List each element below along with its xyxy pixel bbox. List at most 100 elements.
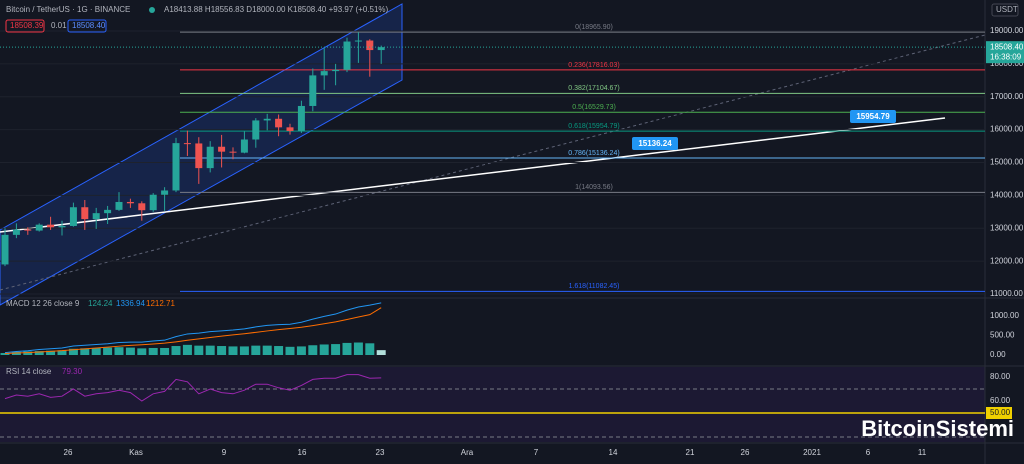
- ohlc: A18413.88 H18556.83 D18000.00 K18508.40 …: [164, 5, 389, 14]
- candle-body: [366, 40, 374, 51]
- candle-body: [297, 105, 305, 131]
- spread: 0.01: [51, 21, 67, 30]
- macd-hist: [285, 346, 295, 355]
- macd-hist: [160, 347, 170, 355]
- candle-body: [69, 207, 77, 226]
- last-price-box: [986, 41, 1024, 64]
- macd-hist: [319, 344, 329, 355]
- candle-body: [172, 143, 180, 191]
- rsi-legend: RSI 14 close: [6, 367, 52, 376]
- candle-body: [24, 229, 32, 231]
- fib-label: 0.618(15954.79): [568, 123, 619, 130]
- macd-hist: [353, 342, 363, 355]
- macd-hist: [91, 347, 101, 355]
- rsi-tick-label: 50.00: [990, 408, 1011, 417]
- macd-hist: [125, 347, 135, 355]
- candle-body: [58, 225, 66, 228]
- macd-hist: [228, 346, 238, 355]
- symbol: Bitcoin / TetherUS · 1G · BINANCE: [6, 5, 130, 14]
- candle-body: [1, 234, 9, 265]
- macd-hist: [239, 346, 249, 355]
- macd-hist: [262, 345, 272, 355]
- fib-label: 0.382(17104.67): [568, 85, 619, 92]
- sell[interactable]: 18508.39: [10, 21, 44, 30]
- macd-hist: [342, 342, 352, 355]
- price-tick-label: 12000.00: [990, 256, 1024, 265]
- rsi-value: 79.30: [62, 367, 83, 376]
- macd-tick-label: 500.00: [990, 331, 1015, 340]
- signal-line: [4, 307, 382, 354]
- macd-line: [4, 302, 382, 354]
- macd-hist: [114, 347, 124, 355]
- candle-body: [229, 151, 237, 153]
- date-label: 16: [298, 448, 307, 457]
- macd-hist: [46, 350, 56, 355]
- macd-tick-label: 1000.00: [990, 311, 1019, 320]
- rsi-line: [4, 374, 382, 402]
- candle-body: [35, 224, 43, 231]
- callout-label: 15954.79: [856, 112, 890, 121]
- candle-body: [92, 213, 100, 220]
- last-price: 18508.40: [990, 42, 1024, 51]
- macd-hist: [23, 351, 33, 355]
- date-label: 9: [222, 448, 227, 457]
- rsi-tick-label: 80.00: [990, 372, 1011, 381]
- candle-body: [354, 40, 362, 42]
- macd-hist: [137, 348, 147, 355]
- price-tick-label: 11000.00: [990, 289, 1023, 298]
- price-tick-label: 14000.00: [990, 191, 1024, 200]
- candle-body: [240, 139, 248, 153]
- macd-hist: [274, 346, 284, 355]
- macd-hist: [194, 345, 204, 355]
- candle-body: [149, 194, 157, 211]
- fib-label: 0.236(17816.03): [568, 62, 619, 69]
- macd-value: 1336.94: [116, 299, 145, 308]
- price-tick-label: 15000.00: [990, 158, 1024, 167]
- candle-body: [81, 207, 89, 220]
- candle-body: [343, 41, 351, 70]
- macd-hist: [376, 350, 386, 355]
- macd-hist: [251, 345, 261, 355]
- candle-body: [47, 224, 55, 228]
- date-label: Kas: [129, 448, 143, 457]
- date-label: 14: [609, 448, 618, 457]
- trend-dashed: [0, 34, 986, 291]
- fib-label: 0.786(15136.24): [568, 150, 619, 157]
- candle-body: [309, 75, 317, 106]
- macd-hist: [182, 344, 192, 355]
- macd-hist: [148, 347, 158, 355]
- candle-body: [12, 229, 20, 235]
- macd-hist: [296, 346, 306, 355]
- macd-hist: [57, 350, 67, 355]
- candle-body: [320, 71, 328, 76]
- macd-hist: [103, 347, 113, 355]
- price-tick-label: 13000.00: [990, 223, 1024, 232]
- candle-body: [275, 118, 283, 128]
- macd-hist: [308, 345, 318, 355]
- trend-line: [0, 117, 946, 233]
- buy-box[interactable]: [67, 19, 107, 33]
- candle-body: [206, 146, 214, 169]
- candle-body: [218, 146, 226, 152]
- candle-body: [286, 127, 294, 131]
- buy[interactable]: 18508.40: [72, 21, 106, 30]
- fib-label: 1.618(11082.45): [569, 283, 620, 290]
- fib-label: 0(18965.90): [575, 24, 613, 31]
- candle-body: [263, 118, 271, 121]
- date-label: Ara: [461, 448, 474, 457]
- price-tick-label: 19000.00: [990, 26, 1024, 35]
- macd-legend: MACD 12 26 close 9: [6, 299, 80, 308]
- currency[interactable]: USDT: [996, 5, 1018, 14]
- date-label: 26: [64, 448, 73, 457]
- macd-tick-label: 0.00: [990, 350, 1006, 359]
- callout: [850, 110, 896, 123]
- candle-body: [252, 120, 260, 140]
- callout: [632, 137, 678, 150]
- macd-hist: [331, 344, 341, 355]
- macd-hist: [80, 348, 90, 355]
- currency-box[interactable]: [991, 3, 1019, 17]
- rsi-mid-box: [986, 407, 1012, 419]
- candle-body: [115, 201, 123, 210]
- sell-box[interactable]: [5, 19, 45, 33]
